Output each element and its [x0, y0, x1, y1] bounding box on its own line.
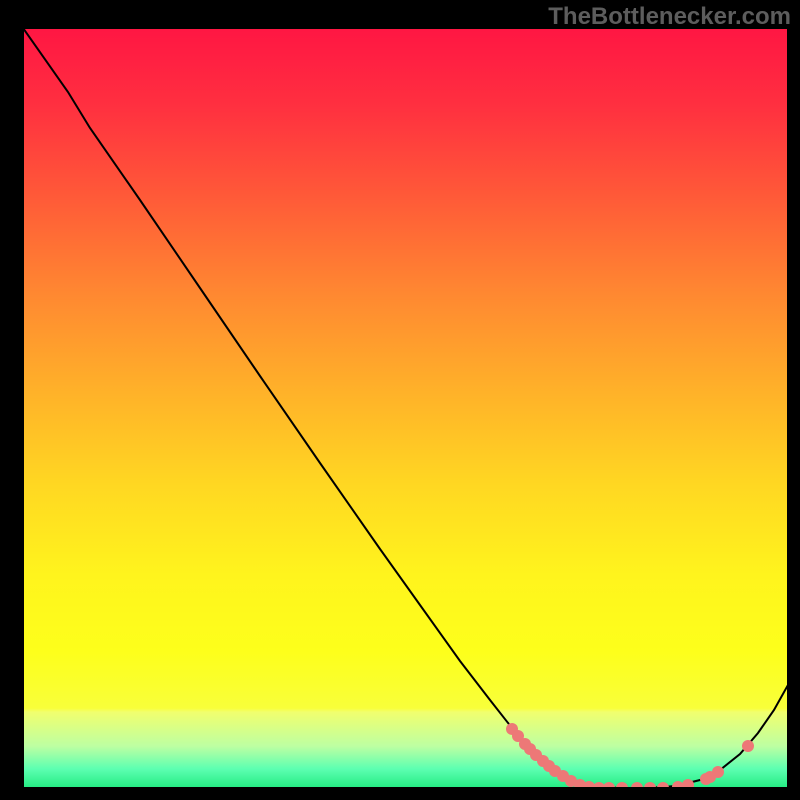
plot-background: [23, 28, 788, 788]
marker-point: [742, 740, 754, 752]
chart-container: TheBottlenecker.com: [0, 0, 800, 800]
plot-svg: [0, 0, 800, 800]
marker-point: [682, 779, 694, 791]
watermark-text: TheBottlenecker.com: [548, 3, 791, 31]
marker-point: [712, 766, 724, 778]
